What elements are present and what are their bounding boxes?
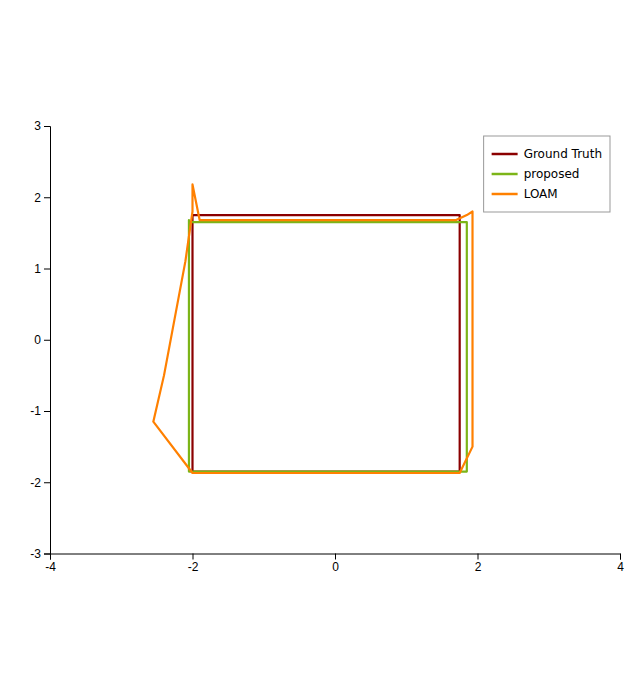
- tick: -1: [30, 404, 50, 418]
- x-axis: -4 -2 0 2 4: [45, 554, 624, 575]
- tick-label: 1: [34, 262, 41, 276]
- tick-label: 2: [475, 560, 482, 574]
- axis-line: [51, 554, 621, 560]
- legend-label: LOAM: [524, 187, 558, 201]
- tick: 3: [34, 119, 50, 133]
- tick: 1: [34, 262, 50, 276]
- y-axis: -3 -2 -1 0 1 2 3: [30, 119, 50, 560]
- tick-label: -3: [30, 547, 41, 561]
- tick-label: -1: [30, 404, 41, 418]
- tick: -2: [30, 476, 50, 490]
- tick: -2: [188, 554, 199, 575]
- tick-mark: [44, 269, 50, 270]
- series-line: [193, 215, 460, 472]
- tick-label: 4: [617, 560, 624, 574]
- tick-label: 2: [34, 191, 41, 205]
- tick: 0: [332, 554, 339, 575]
- chart: -4 -2 0 2 4 -3 -2 -1 0 1 2 3 Ground Truth proposed LOA…: [0, 0, 640, 699]
- legend-label: Ground Truth: [524, 147, 602, 161]
- series-line: [153, 184, 472, 473]
- tick: -4: [45, 554, 56, 575]
- tick-mark: [44, 482, 50, 483]
- tick-mark: [44, 411, 50, 412]
- tick-label: 0: [34, 333, 41, 347]
- legend-swatch: [492, 193, 518, 196]
- series-line: [189, 220, 467, 472]
- tick-label: 0: [332, 560, 339, 574]
- tick: 4: [617, 554, 624, 575]
- legend-swatch: [492, 173, 518, 176]
- tick: 2: [475, 554, 482, 575]
- tick-label: 3: [34, 119, 41, 133]
- tick-mark: [193, 554, 194, 560]
- plot-area: -4 -2 0 2 4 -3 -2 -1 0 1 2 3 Ground Truth proposed LOA…: [30, 119, 624, 574]
- tick-mark: [44, 126, 50, 127]
- tick: -3: [30, 547, 50, 561]
- lines: [153, 184, 472, 473]
- legend: Ground Truth proposed LOAM: [484, 136, 610, 212]
- legend-label: proposed: [524, 167, 580, 181]
- tick-mark: [478, 554, 479, 560]
- tick-mark: [44, 554, 50, 555]
- tick-label: -4: [45, 560, 56, 574]
- tick-mark: [620, 554, 621, 560]
- tick-label: -2: [30, 476, 41, 490]
- tick-mark: [335, 554, 336, 560]
- tick: 2: [34, 191, 50, 205]
- axis-line: [44, 127, 51, 555]
- legend-box: [484, 136, 610, 212]
- tick-mark: [44, 340, 50, 341]
- tick-mark: [44, 197, 50, 198]
- tick: 0: [34, 333, 50, 347]
- tick-label: -2: [188, 560, 199, 574]
- legend-swatch: [492, 153, 518, 156]
